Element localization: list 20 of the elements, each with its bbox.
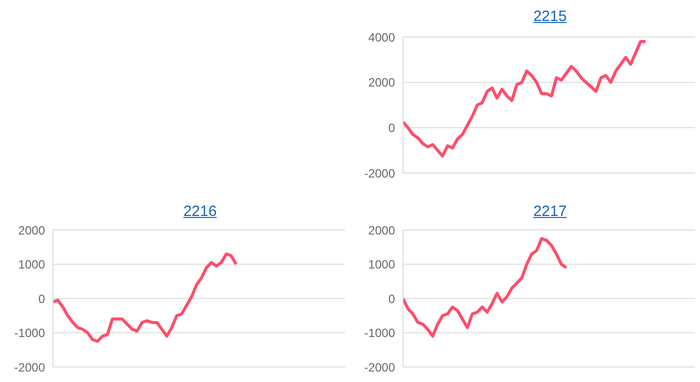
y-tick-label: -2000 xyxy=(364,166,396,180)
y-tick-label: -1000 xyxy=(364,326,396,340)
y-tick-label: -2000 xyxy=(364,360,396,374)
y-tick-label: -1000 xyxy=(14,326,46,340)
y-tick-label: 1000 xyxy=(18,258,46,272)
y-tick-label: -2000 xyxy=(14,360,46,374)
y-tick-label: 2000 xyxy=(18,223,46,238)
y-tick-label: 0 xyxy=(388,120,396,135)
chart-title: 2216 xyxy=(182,202,218,222)
line-series xyxy=(403,40,648,158)
y-tick-label: 1000 xyxy=(368,258,396,272)
y-tick-label: 2000 xyxy=(368,223,396,238)
chart-title: 2215 xyxy=(532,7,568,27)
y-tick-label: 2000 xyxy=(368,76,396,90)
y-tick-label: 4000 xyxy=(368,30,396,44)
y-tick-label: 0 xyxy=(388,292,396,306)
line-series xyxy=(53,252,238,343)
y-tick-label: 0 xyxy=(38,292,46,306)
line-series xyxy=(403,237,568,338)
chart-title: 2217 xyxy=(532,202,568,222)
